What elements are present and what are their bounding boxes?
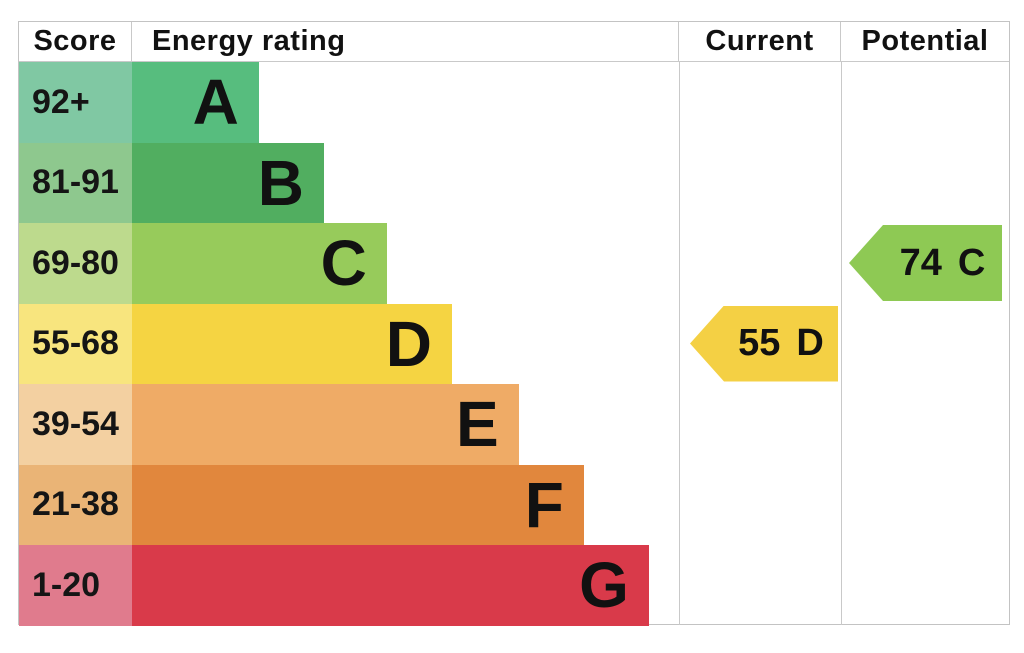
current-column: 55 D bbox=[679, 62, 841, 625]
bar-track: C bbox=[132, 223, 679, 304]
score-range-label: 81-91 bbox=[19, 142, 132, 223]
band-bar-c: C bbox=[132, 223, 387, 304]
potential-column-header: Potential bbox=[840, 22, 1009, 61]
potential-arrow: 74 C bbox=[849, 225, 1002, 301]
epc-rating-table: Score Energy rating Current Potential 92… bbox=[18, 21, 1011, 626]
band-bar-b: B bbox=[132, 142, 324, 223]
score-range-label: 1-20 bbox=[19, 545, 132, 626]
band-bar-a: A bbox=[132, 62, 259, 143]
potential-score-value: 74 bbox=[899, 241, 942, 284]
bar-track: B bbox=[132, 142, 679, 223]
score-range-label: 21-38 bbox=[19, 464, 132, 545]
potential-band-letter: C bbox=[957, 241, 986, 284]
band-bar-g: G bbox=[132, 545, 649, 626]
score-range-label: 92+ bbox=[19, 62, 132, 143]
current-column-header: Current bbox=[678, 22, 840, 61]
score-range-label: 69-80 bbox=[19, 223, 132, 304]
current-band-letter: D bbox=[796, 322, 824, 364]
band-row-c: 69-80 C bbox=[19, 223, 1009, 304]
score-range-label: 55-68 bbox=[19, 303, 132, 384]
band-bar-f: F bbox=[132, 464, 584, 545]
band-row-b: 81-91 B bbox=[19, 142, 1009, 223]
band-bar-e: E bbox=[132, 384, 519, 465]
current-score-value: 55 bbox=[738, 322, 781, 364]
band-row-a: 92+ A bbox=[19, 62, 1009, 143]
score-column-header: Score bbox=[19, 22, 132, 61]
energy-rating-column-header: Energy rating bbox=[152, 25, 346, 57]
band-row-g: 1-20 G bbox=[19, 545, 1009, 626]
bar-track: A bbox=[132, 62, 679, 143]
band-bar-d: D bbox=[132, 303, 452, 384]
bar-track: E bbox=[132, 384, 679, 465]
current-arrow: 55 D bbox=[690, 305, 838, 382]
band-row-d: 55-68 D bbox=[19, 303, 1009, 384]
bar-track: G bbox=[132, 545, 679, 626]
chart-body: 92+ A 81-91 B 69-80 C 55-68 bbox=[19, 62, 1011, 626]
band-row-f: 21-38 F bbox=[19, 464, 1009, 545]
table-header: Score Energy rating Current Potential bbox=[19, 22, 1009, 62]
potential-column: 74 C bbox=[841, 62, 1011, 625]
bar-track: F bbox=[132, 464, 679, 545]
band-row-e: 39-54 E bbox=[19, 384, 1009, 465]
bar-track: D bbox=[132, 303, 679, 384]
score-range-label: 39-54 bbox=[19, 384, 132, 465]
